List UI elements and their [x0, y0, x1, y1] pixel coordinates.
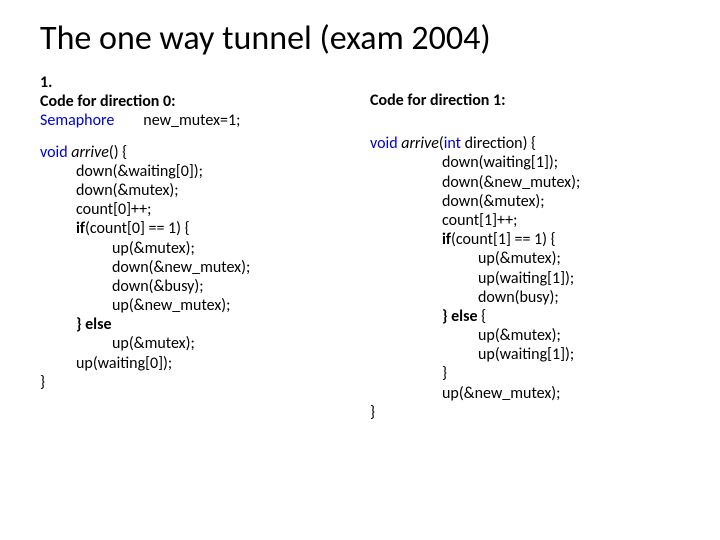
kw-if: if	[442, 230, 451, 249]
code-line: down(&waiting[0]);	[40, 162, 350, 181]
code-line: }	[370, 403, 680, 422]
text: {	[478, 307, 487, 326]
code-line: count[0]++;	[40, 200, 350, 219]
right-fn: void arrive(int direction) {	[370, 134, 680, 153]
code-line: up(&mutex);	[40, 239, 350, 258]
code-line: up(waiting[1]);	[370, 269, 680, 288]
left-fn: void arrive() {	[40, 143, 350, 162]
right-header: Code for direction 1:	[370, 91, 680, 110]
code-line: }	[40, 373, 350, 392]
code-line: down(&new_mutex);	[370, 173, 680, 192]
text: (count[1] == 1) {	[451, 230, 556, 249]
code-line: count[1]++;	[370, 211, 680, 230]
kw-semaphore: Semaphore	[40, 111, 114, 130]
code-line: }	[370, 364, 680, 383]
code-line: } else	[40, 315, 350, 334]
left-sem: Semaphore new_mutex=1;	[40, 111, 350, 130]
left-header: Code for direction 0:	[40, 92, 350, 111]
code-line: down(&mutex);	[40, 181, 350, 200]
code-line: up(waiting[0]);	[40, 354, 350, 373]
left-num: 1.	[40, 73, 350, 92]
code-line: down(waiting[1]);	[370, 153, 680, 172]
fn-name: arrive	[68, 143, 109, 162]
slide-title: The one way tunnel (exam 2004)	[40, 18, 680, 59]
code-line: up(waiting[1]);	[370, 345, 680, 364]
code-line: if(count[0] == 1) {	[40, 219, 350, 238]
right-column: Code for direction 1: void arrive(int di…	[370, 73, 680, 422]
code-line: down(busy);	[370, 288, 680, 307]
code-line: up(&mutex);	[40, 334, 350, 353]
kw-void: void	[40, 143, 68, 162]
code-line: down(&busy);	[40, 277, 350, 296]
code-line: up(&mutex);	[370, 249, 680, 268]
code-line: up(&mutex);	[370, 326, 680, 345]
fn-name: arrive	[398, 134, 439, 153]
text: direction) {	[461, 134, 536, 153]
kw-if: if	[76, 219, 85, 238]
kw-else: } else	[442, 307, 478, 326]
code-line: up(&new_mutex);	[370, 384, 680, 403]
text: new_mutex=1;	[143, 111, 240, 130]
kw-int: int	[444, 134, 461, 153]
code-line: if(count[1] == 1) {	[370, 230, 680, 249]
content-columns: 1. Code for direction 0: Semaphore new_m…	[40, 73, 680, 422]
kw-void: void	[370, 134, 398, 153]
code-line: down(&mutex);	[370, 192, 680, 211]
text: (count[0] == 1) {	[85, 219, 190, 238]
left-column: 1. Code for direction 0: Semaphore new_m…	[40, 73, 350, 422]
text: () {	[109, 143, 127, 162]
code-line: } else {	[370, 307, 680, 326]
code-line: down(&new_mutex);	[40, 258, 350, 277]
code-line: up(&new_mutex);	[40, 296, 350, 315]
